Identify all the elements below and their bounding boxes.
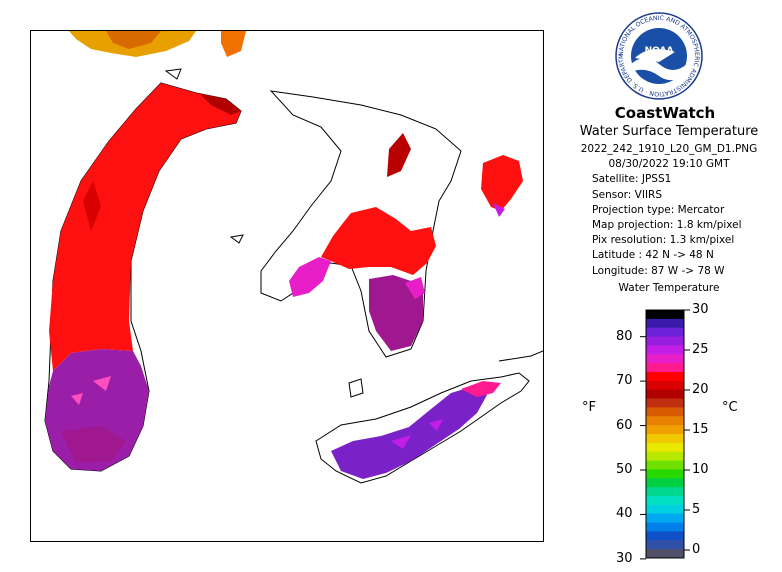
scale-color-swatch [646, 513, 684, 524]
fahrenheit-tick-label: 30 [616, 550, 633, 566]
lake-superior-sst-warm [106, 31, 161, 49]
scale-color-swatch [646, 442, 684, 453]
brand-title: CoastWatch [614, 104, 716, 122]
celsius-tick-label: 25 [692, 342, 709, 357]
scale-color-swatch [646, 354, 684, 364]
logo-text: NOAA [645, 46, 674, 56]
scale-color-swatch [646, 345, 684, 355]
north-channel-sst [387, 133, 411, 177]
scale-color-swatch [646, 487, 684, 497]
scale-color-swatch [646, 425, 684, 435]
lake-erie-sst-purple [331, 387, 487, 479]
lake-erie-magenta-spots [391, 419, 443, 449]
lake-huron-sst-red [321, 207, 436, 275]
scale-color-swatch [646, 416, 684, 426]
meta-projection-type: Projection type: Mercator [592, 203, 725, 216]
meta-datetime: 08/30/2022 19:10 GMT [608, 158, 730, 171]
sst-map [30, 30, 544, 542]
meta-map-projection: Map projection: 1.8 km/pixel [592, 219, 742, 232]
lake-superior-east-patch [221, 31, 246, 57]
scale-color-swatch [646, 398, 684, 408]
scale-color-swatch [646, 327, 684, 338]
color-scale-bar [640, 309, 690, 560]
temperature-legend: °F °C 80 70 60 50 40 30 30 25 20 15 10 5 0 [560, 300, 782, 568]
meta-pix-resolution: Pix resolution: 1.3 km/pixel [592, 234, 735, 247]
meta-filename: 2022_242_1910_L20_GM_D1.PNG [580, 143, 758, 155]
metadata-panel: 2022_242_1910_L20_GM_D1.PNG 08/30/2022 1… [560, 142, 778, 279]
island-outline [229, 234, 244, 244]
unit-celsius: °C [722, 400, 738, 415]
scale-color-swatch [646, 336, 684, 346]
celsius-tick-label: 5 [692, 502, 701, 517]
lake-ontario-coast [498, 350, 543, 362]
fahrenheit-tick-label: 40 [616, 506, 633, 522]
scale-color-swatch [646, 478, 684, 488]
fahrenheit-tick-label: 80 [616, 328, 633, 344]
celsius-tick-label: 10 [692, 462, 709, 477]
green-bay-sst [123, 159, 137, 193]
lake-erie-shoreline [315, 372, 530, 484]
scale-color-swatch [646, 434, 684, 444]
scale-color-swatch [646, 460, 684, 470]
product-title: Water Surface Temperature [579, 124, 759, 139]
celsius-tick-label: 0 [692, 542, 701, 557]
scale-color-swatch [646, 310, 684, 320]
lake-michigan-south-tip [61, 426, 126, 463]
lake-huron-magenta-east [405, 277, 425, 299]
scale-color-swatch [646, 522, 684, 532]
celsius-tick-label: 15 [692, 422, 709, 437]
scale-color-swatch [646, 531, 684, 541]
scale-color-swatch [646, 372, 684, 382]
scale-color-swatch [646, 389, 684, 400]
scale-color-swatch [646, 469, 684, 479]
lake-erie-pink-east [461, 381, 501, 397]
island-outline-north [164, 68, 182, 80]
fahrenheit-tick-label: 50 [616, 462, 633, 477]
great-lakes-map [44, 31, 543, 484]
georgian-bay-sst [481, 155, 523, 211]
lake-st-clair [348, 378, 364, 398]
noaa-logo: NATIONAL OCEANIC AND ATMOSPHERIC ADMINIS… [615, 12, 703, 100]
scale-color-swatch [646, 380, 684, 391]
scale-frame [645, 309, 685, 559]
scale-color-swatch [646, 363, 684, 373]
celsius-tick-label: 30 [692, 302, 709, 317]
lake-michigan-bay-dark [199, 93, 241, 115]
unit-fahrenheit: °F [582, 400, 596, 415]
scale-color-swatch [646, 540, 684, 550]
scale-color-swatch [646, 504, 684, 515]
lake-michigan-pink-spots [71, 376, 111, 405]
georgian-bay-purple [493, 203, 505, 217]
lake-michigan-sst-red [49, 83, 241, 371]
scale-color-swatch [646, 407, 684, 417]
scale-color-swatch [646, 451, 684, 462]
lake-huron-sst-purple [369, 275, 423, 351]
lake-huron-magenta-west [289, 257, 331, 297]
fahrenheit-tick-label: 70 [616, 373, 633, 389]
meta-satellite: Satellite: JPSS1 [592, 173, 672, 186]
celsius-tick-label: 20 [692, 382, 709, 397]
lake-michigan-west-dark [83, 181, 101, 231]
meta-longitude: Longitude: 87 W -> 78 W [592, 264, 725, 277]
legend-title: Water Temperature [618, 282, 720, 294]
meta-sensor: Sensor: VIIRS [592, 188, 663, 201]
meta-latitude: Latitude : 42 N -> 48 N [592, 249, 714, 262]
scale-color-swatch [646, 496, 684, 506]
scale-color-swatch [646, 549, 684, 559]
scale-color-swatch [646, 318, 684, 329]
fahrenheit-tick-label: 60 [616, 417, 633, 433]
lake-huron-shoreline [260, 90, 462, 358]
